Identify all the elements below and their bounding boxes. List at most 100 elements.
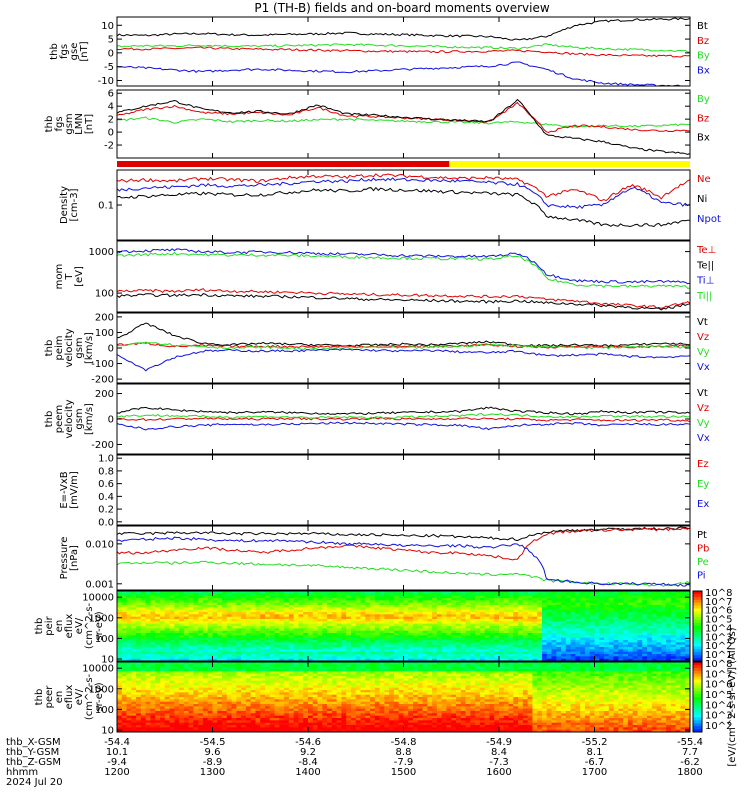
spectrogram-cell xyxy=(126,656,132,660)
spectrogram-cell xyxy=(508,605,514,608)
spectrogram-cell xyxy=(436,619,443,622)
spectrogram-cell xyxy=(355,654,362,657)
spectrogram-cell xyxy=(140,694,147,698)
spectrogram-cell xyxy=(537,637,543,641)
spectrogram-cell xyxy=(150,690,156,693)
spectrogram-cell xyxy=(126,628,132,632)
spectrogram-cell xyxy=(570,640,576,643)
spectrogram-cell xyxy=(589,609,595,613)
spectrogram-cell xyxy=(518,593,524,597)
spectrogram-cell xyxy=(179,649,185,653)
spectrogram-cell xyxy=(336,612,342,615)
spectrogram-cell xyxy=(484,623,490,627)
spectrogram-cell xyxy=(169,609,175,613)
spectrogram-cell xyxy=(685,630,691,634)
spectrogram-cell xyxy=(441,607,447,611)
spectrogram-cell xyxy=(389,600,395,604)
spectrogram-cell xyxy=(241,713,247,717)
spectrogram-cell xyxy=(140,614,147,618)
spectrogram-cell xyxy=(212,701,218,705)
spectrogram-cell xyxy=(269,600,276,604)
spectrogram-cell xyxy=(398,654,404,657)
spectrogram-cell xyxy=(518,612,524,615)
spectrogram-cell xyxy=(279,619,285,622)
spectrogram-cell xyxy=(174,595,180,599)
spectrogram-cell xyxy=(117,711,123,714)
spectrogram-cell xyxy=(522,621,529,625)
spectrogram-cell xyxy=(627,602,634,606)
spectrogram-cell xyxy=(140,619,147,622)
spectrogram-cell xyxy=(427,619,433,622)
spectrogram-cell xyxy=(327,619,333,622)
spectrogram-cell xyxy=(508,633,514,636)
spectrogram-cell xyxy=(489,593,495,597)
spectrogram-cell xyxy=(327,602,333,606)
spectrogram-cell xyxy=(541,630,548,634)
spectrogram-cell xyxy=(284,612,290,615)
spectrogram-cell xyxy=(398,630,404,634)
spectrogram-cell xyxy=(312,593,319,597)
spectrogram-cell xyxy=(198,649,204,653)
spectrogram-cell xyxy=(422,635,428,639)
spectrogram-cell xyxy=(217,616,223,620)
spectrogram-cell xyxy=(327,654,333,657)
spectrogram-cell xyxy=(346,628,352,632)
spectrogram-cell xyxy=(308,630,314,634)
spectrogram-cell xyxy=(422,658,428,662)
spectrogram-cell xyxy=(193,722,199,726)
spectrogram-cell xyxy=(518,633,524,636)
spectrogram-cell xyxy=(217,642,223,646)
spectrogram-cell xyxy=(398,626,404,629)
spectrogram-cell xyxy=(546,630,553,634)
spectrogram-cell xyxy=(284,621,290,625)
spectrogram-cell xyxy=(403,616,409,620)
spectrogram-cell xyxy=(117,637,123,641)
spectrogram-cell xyxy=(250,671,256,675)
spectrogram-cell xyxy=(680,623,686,627)
spectrogram-cell xyxy=(317,609,323,613)
spectrogram-cell xyxy=(446,628,452,632)
spectrogram-cell xyxy=(269,720,276,724)
spectrogram-cell xyxy=(212,706,218,710)
spectrogram-cell xyxy=(403,651,409,655)
spectrogram-cell xyxy=(374,600,381,604)
spectrogram-cell xyxy=(245,598,252,601)
spectrogram-cell xyxy=(522,637,529,641)
spectrogram-cell xyxy=(188,647,194,650)
spectrogram-cell xyxy=(274,662,280,665)
spectrogram-cell xyxy=(584,630,591,634)
spectrogram-cell xyxy=(245,678,252,682)
spectrogram-cell xyxy=(651,612,658,615)
spectrogram-cell xyxy=(565,612,572,615)
spectrogram-cell xyxy=(436,616,443,620)
spectrogram-cell xyxy=(150,614,156,618)
spectrogram-cell xyxy=(222,633,228,636)
spectrogram-cell xyxy=(183,626,190,629)
spectrogram-cell xyxy=(121,630,128,634)
spectrogram-cell xyxy=(613,619,619,622)
spectrogram-cell xyxy=(370,628,376,632)
spectrogram-cell xyxy=(661,595,667,599)
spectrogram-cell xyxy=(656,619,662,622)
spectrogram-cell xyxy=(642,595,648,599)
spectrogram-cell xyxy=(527,654,533,657)
spectrogram-cell xyxy=(136,616,142,620)
spectrogram-cell xyxy=(656,602,662,606)
spectrogram-cell xyxy=(222,640,228,643)
spectrogram-cell xyxy=(522,616,529,620)
spectrogram-cell xyxy=(322,633,328,636)
spectrogram-cell xyxy=(575,626,581,629)
spectrogram-cell xyxy=(379,649,385,653)
spectrogram-cell xyxy=(126,637,132,641)
series-line-black xyxy=(116,406,691,416)
spectrogram-cell xyxy=(250,704,256,707)
spectrogram-cell xyxy=(374,595,381,599)
spectrogram-cell xyxy=(661,637,667,641)
spectrogram-cell xyxy=(245,654,252,657)
spectrogram-cell xyxy=(441,593,447,597)
spectrogram-cell xyxy=(327,647,333,650)
spectrogram-cell xyxy=(599,619,605,622)
spectrogram-cell xyxy=(436,647,443,650)
spectrogram-cell xyxy=(551,630,557,634)
y-tick-label: 10 xyxy=(101,655,114,666)
